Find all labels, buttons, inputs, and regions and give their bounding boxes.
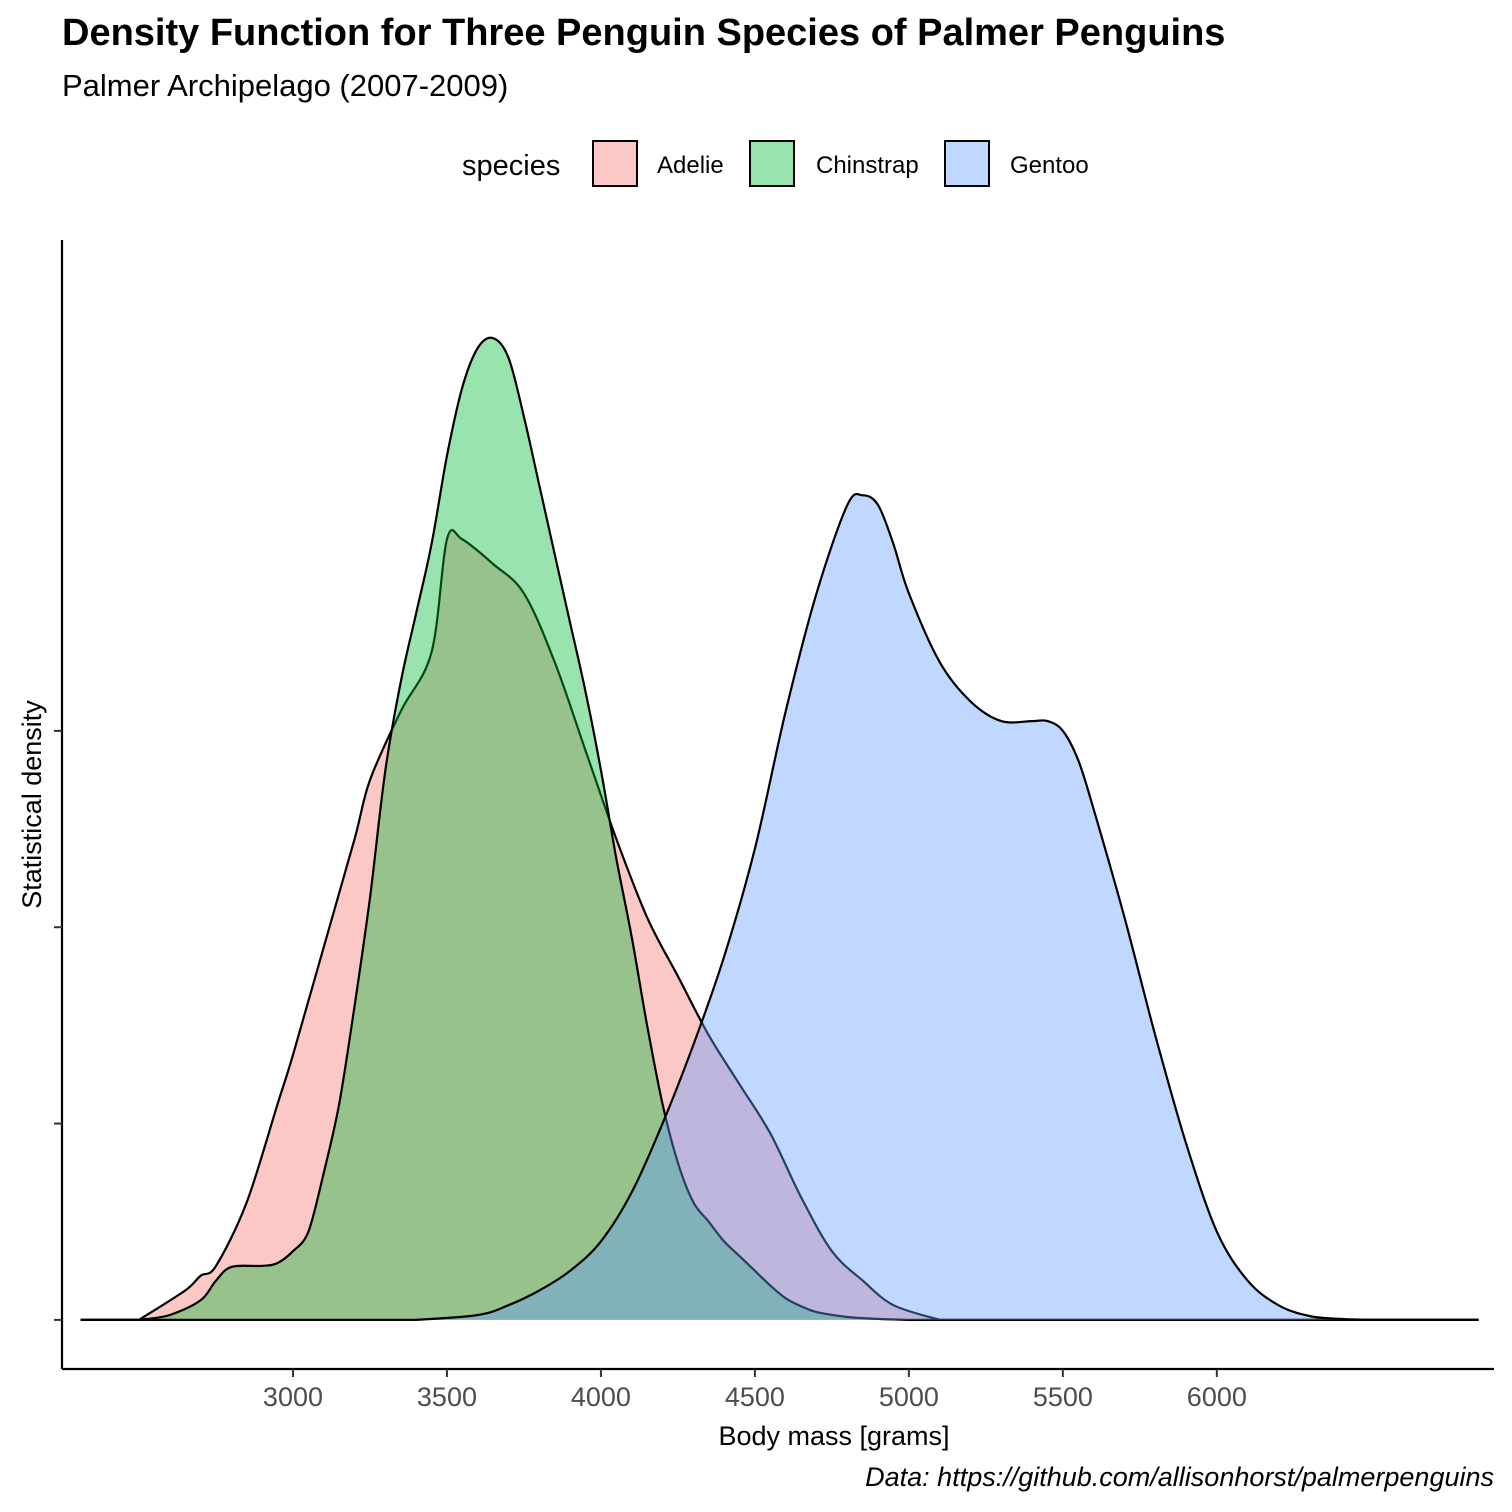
x-tick-label-3: 4500 [725, 1382, 785, 1412]
chart-subtitle: Palmer Archipelago (2007-2009) [62, 68, 509, 103]
legend: species Adelie Chinstrap Gentoo [0, 140, 1512, 192]
x-axis-title: Body mass [grams] [718, 1421, 949, 1451]
legend-key-gentoo [944, 140, 990, 187]
x-tick-label-5: 5500 [1033, 1382, 1093, 1412]
x-tick-label-6: 6000 [1187, 1382, 1247, 1412]
density-area-adelie [80, 530, 1479, 1320]
density-area-gentoo [80, 493, 1479, 1320]
density-outline-adelie [80, 528, 1479, 1321]
x-tick-label-1: 3500 [417, 1382, 477, 1412]
legend-title: species [462, 150, 561, 182]
density-area-chinstrap [80, 337, 1479, 1320]
x-tick-label-2: 4000 [571, 1382, 631, 1412]
chart-caption: Data: https://github.com/allisonhorst/pa… [865, 1462, 1494, 1492]
x-tick-label-4: 5000 [879, 1382, 939, 1412]
chart-title: Density Function for Three Penguin Speci… [62, 12, 1226, 54]
density-outline-gentoo [80, 492, 1479, 1321]
legend-key-adelie [592, 140, 638, 187]
legend-label-adelie: Adelie [657, 152, 724, 179]
legend-label-gentoo: Gentoo [1010, 152, 1089, 179]
legend-label-chinstrap: Chinstrap [816, 152, 919, 179]
density-outline-chinstrap [80, 336, 1479, 1321]
y-axis-title: Statistical density [17, 700, 47, 909]
legend-key-chinstrap [749, 140, 795, 187]
x-tick-label-0: 3000 [263, 1382, 323, 1412]
